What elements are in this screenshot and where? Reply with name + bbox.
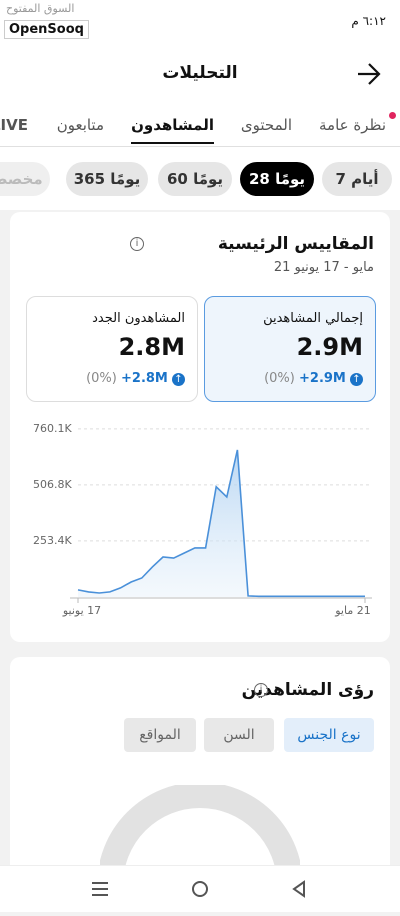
tab[interactable]: المحتوى (240, 116, 292, 134)
brand: OpenSooq (4, 20, 89, 39)
period-chip[interactable]: 365 يومًا (66, 162, 148, 196)
insights-card (10, 657, 390, 887)
period-chip[interactable]: 7 أيام (322, 162, 392, 196)
line (77, 449, 365, 598)
notification-dot (389, 112, 396, 119)
tab[interactable]: LIVE (0, 116, 28, 134)
metric-value: 2.8M (118, 333, 185, 361)
metric-percent: (0%) (264, 371, 295, 386)
nav-bar (0, 865, 400, 912)
metric-label: إجمالي المشاهدين (263, 311, 363, 326)
line-chart: 253.4K 506.8K 760.1K 21 مايو 17 يونيو (33, 422, 372, 617)
filter-button[interactable]: المواقع (124, 718, 196, 752)
metric-card[interactable]: المشاهدون الجدد 2.8M (0%) +2.8M ↑ (26, 296, 198, 402)
date-range: 21 مايو - 17 يونيو (273, 260, 374, 275)
x-tick-label: 21 مايو (334, 604, 370, 617)
back-arrow[interactable] (356, 62, 382, 86)
info-icon[interactable]: i (130, 237, 144, 251)
tab[interactable]: المشاهدون (131, 116, 214, 144)
filter-button[interactable]: السن (204, 718, 274, 752)
nav-icons[interactable] (0, 866, 400, 912)
metric-label: المشاهدون الجدد (92, 311, 185, 326)
metric-delta: +2.8M (121, 371, 168, 386)
tab[interactable]: متابعون (56, 116, 104, 134)
tab-divider (0, 146, 400, 147)
page-title: التحليلات (162, 63, 238, 83)
metric-value: 2.9M (296, 333, 363, 361)
metric-delta: +2.9M (299, 371, 346, 386)
y-tick-label: 760.1K (33, 422, 72, 435)
donut-chart (100, 785, 300, 875)
info-icon[interactable]: i (254, 683, 268, 697)
y-tick-label: 506.8K (33, 478, 72, 491)
watermark: السوق المفتوح (6, 2, 75, 15)
area-fill (78, 449, 365, 597)
period-chip[interactable]: 60 يومًا (158, 162, 232, 196)
x-tick-label: 17 يونيو (62, 604, 101, 617)
metric-card[interactable]: إجمالي المشاهدين 2.9M (0%) +2.9M ↑ (204, 296, 376, 402)
metric-percent: (0%) (86, 371, 117, 386)
y-tick-label: 253.4K (33, 534, 72, 547)
tab[interactable]: نظرة عامة (319, 116, 386, 134)
filter-button[interactable]: نوع الجنس (284, 718, 374, 752)
insights-title: رؤى المشاهدين (241, 680, 374, 700)
clock: ٦:١٢ م (351, 14, 386, 28)
metrics-title: المقاييس الرئيسية (217, 234, 374, 254)
metric-change: (0%) +2.8M ↑ (86, 371, 185, 386)
metric-change: (0%) +2.9M ↑ (264, 371, 363, 386)
period-chip[interactable]: مخصص (0, 162, 50, 196)
period-chip[interactable]: 28 يومًا (240, 162, 314, 196)
